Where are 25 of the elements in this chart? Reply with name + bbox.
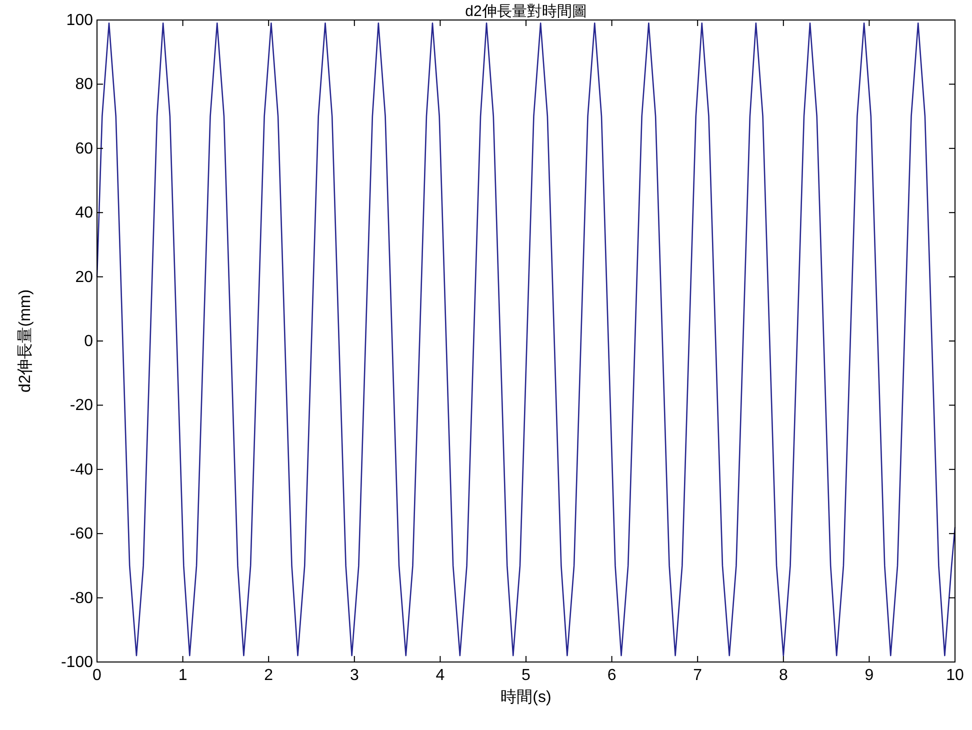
xtick: 0 [92, 667, 102, 684]
xtick: 7 [693, 667, 702, 684]
ytick: 80 [75, 76, 93, 94]
ytick: -60 [70, 526, 93, 543]
ytick: 40 [75, 204, 93, 222]
xtick: 1 [178, 667, 188, 684]
ytick: 60 [75, 140, 93, 158]
xtick: 6 [607, 667, 616, 684]
xtick: 4 [436, 667, 445, 684]
title: d2伸長量對時間圖 [465, 3, 587, 20]
ytick: -80 [70, 590, 93, 607]
ytick: 0 [84, 333, 93, 350]
ytick: -100 [60, 654, 93, 671]
xlabel: 時間(s) [500, 689, 552, 706]
xtick: 8 [778, 667, 788, 684]
xtick: 10 [946, 667, 964, 684]
xtick: 9 [864, 667, 874, 684]
xtick: 3 [350, 667, 359, 684]
ytick: 100 [66, 12, 93, 29]
ylabel: d2伸長量(mm) [17, 289, 34, 393]
xtick: 5 [522, 667, 530, 684]
xtick: 2 [264, 667, 274, 684]
ytick: -20 [70, 397, 93, 414]
ytick: 20 [75, 268, 93, 286]
ytick: -40 [70, 461, 93, 478]
